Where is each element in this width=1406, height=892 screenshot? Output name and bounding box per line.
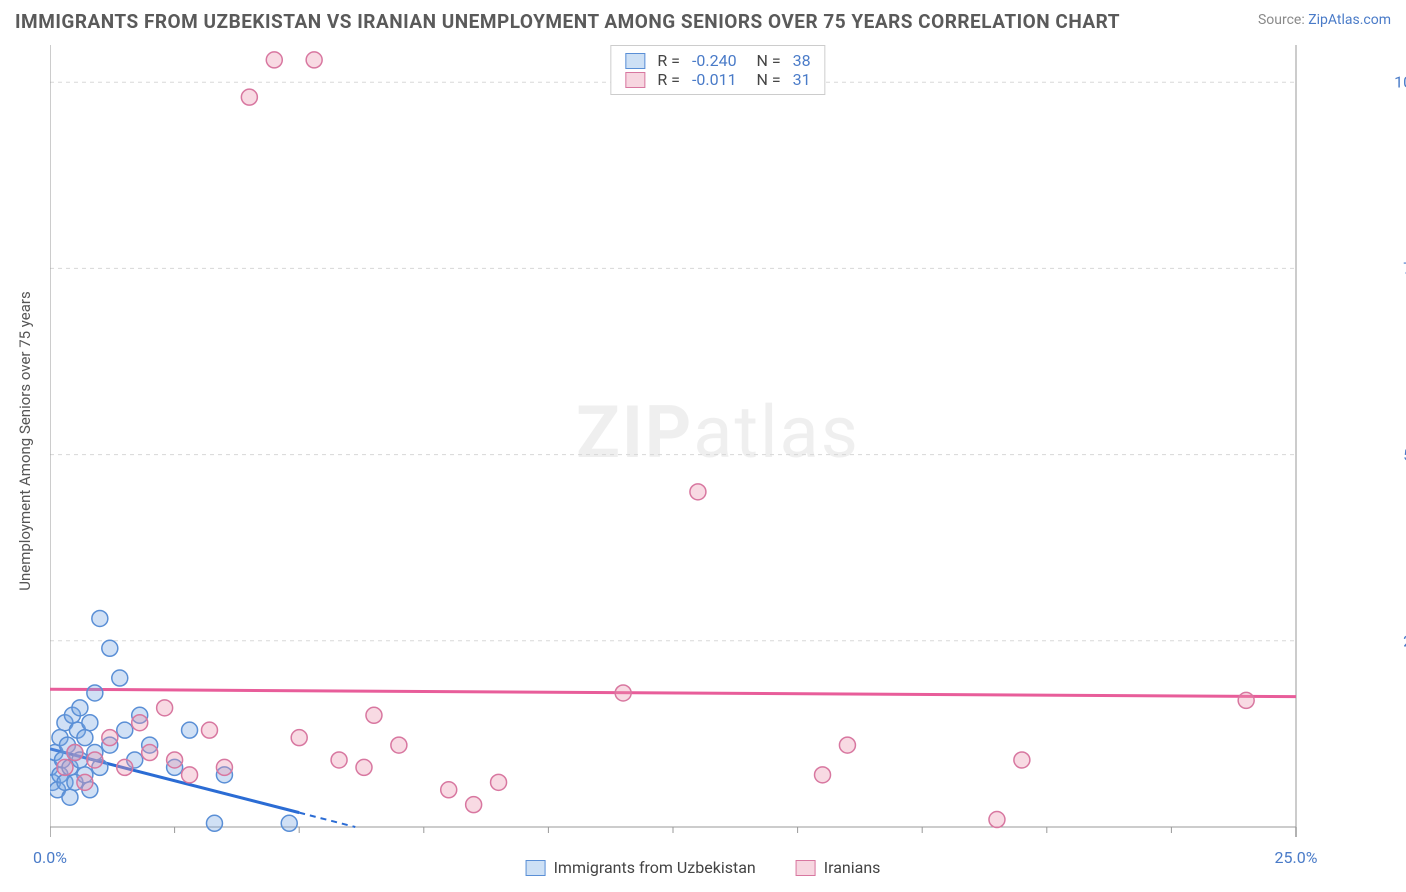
legend-swatch [796,860,816,876]
legend-label: Iranians [824,858,881,877]
r-value: -0.240 [692,51,737,70]
legend-swatch [625,53,645,69]
legend-row: R = -0.011 N = 31 [625,70,810,89]
x-tick-label: 0.0% [33,848,67,867]
y-axis-label: Unemployment Among Seniors over 75 years [16,291,34,590]
legend-label: Immigrants from Uzbekistan [554,858,756,877]
series-legend: Immigrants from Uzbekistan Iranians [526,858,881,877]
legend-item: Immigrants from Uzbekistan [526,858,756,877]
r-value: -0.011 [692,70,737,89]
n-value: 31 [793,70,811,89]
x-tick-label: 25.0% [1275,848,1318,867]
scatter-plot [50,45,1386,837]
chart-title: IMMIGRANTS FROM UZBEKISTAN VS IRANIAN UN… [15,10,1120,33]
n-value: 38 [793,51,811,70]
source-label: Source: ZipAtlas.com [1258,12,1391,28]
legend-swatch [526,860,546,876]
correlation-legend: R = -0.240 N = 38R = -0.011 N = 31 [610,45,825,95]
legend-row: R = -0.240 N = 38 [625,51,810,70]
source-link[interactable]: ZipAtlas.com [1308,12,1391,28]
legend-item: Iranians [796,858,881,877]
y-tick-label: 100.0% [1394,73,1406,92]
chart-area: Unemployment Among Seniors over 75 years… [50,45,1386,837]
legend-swatch [625,72,645,88]
